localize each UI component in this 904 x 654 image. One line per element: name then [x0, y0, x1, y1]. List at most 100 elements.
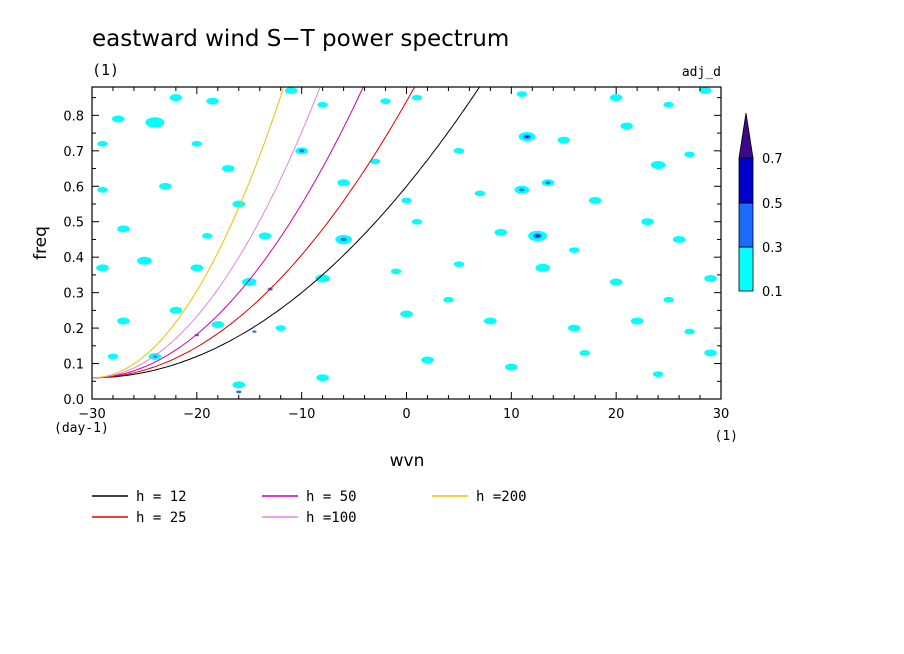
y-tick-label-2: 0.2 [63, 322, 84, 337]
heat-blob-10 [663, 101, 674, 108]
chart-subtitle-left: (1) [92, 61, 119, 79]
heat-blob-81 [236, 390, 242, 394]
heat-blob-7 [411, 94, 423, 101]
heat-blob-14 [221, 165, 235, 173]
y-axis-label: freq [31, 226, 51, 260]
heat-blob-66 [316, 374, 329, 382]
y-axis-ticks: 0.0 0.1 0.2 0.3 0.4 0.5 0.6 0.7 0.8 [63, 97, 721, 408]
curve-0 [92, 87, 481, 379]
y-tick-label-4: 0.4 [63, 251, 84, 266]
chart-subtitle-right: adj_d [682, 65, 721, 80]
heat-blob-48 [453, 261, 465, 268]
heat-blob-13 [191, 140, 203, 147]
heat-blob-20 [620, 122, 633, 130]
heat-blob-61 [630, 317, 644, 325]
heat-blob-23 [97, 186, 108, 193]
x-axis-unit: (1) [715, 429, 738, 444]
heat-blob-74 [519, 188, 525, 192]
heat-blob-3 [206, 97, 219, 105]
heat-blob-53 [117, 317, 130, 325]
heat-blob-11 [698, 87, 712, 95]
heat-blob-34 [202, 233, 213, 239]
heat-blob-31 [588, 196, 602, 204]
colorbar-seg-2 [738, 157, 754, 204]
heat-blob-32 [641, 218, 654, 226]
y-tick-label-3: 0.3 [63, 287, 84, 302]
heat-blob-2 [169, 94, 183, 102]
colorbar-label-3: 0.7 [762, 152, 783, 167]
heat-blob-22 [684, 151, 695, 158]
y-tick-label-5: 0.5 [63, 216, 84, 231]
heat-blob-19 [557, 136, 571, 144]
heat-blob-28 [474, 190, 486, 197]
heat-blob-38 [494, 228, 508, 236]
heat-blob-33 [117, 225, 130, 233]
heat-blob-47 [390, 268, 402, 275]
heat-blob-59 [484, 317, 497, 325]
colorbar-seg-0 [738, 246, 754, 292]
x-tick-label-1: −20 [183, 407, 210, 422]
heat-blob-43 [137, 256, 152, 265]
dispersion-curves [92, 87, 481, 379]
heat-blob-35 [258, 232, 272, 240]
y-tick-label-8: 0.8 [63, 109, 84, 124]
curve-3 [92, 87, 321, 379]
heat-blob-27 [401, 197, 412, 204]
x-tick-label-5: 20 [608, 407, 625, 422]
chart-title: eastward wind S−T power spectrum [92, 26, 509, 52]
heat-blob-49 [535, 263, 551, 272]
colorbar-seg-1 [738, 202, 754, 248]
heat-blob-71 [704, 349, 717, 357]
heat-blob-79 [252, 330, 257, 333]
heat-blob-83 [535, 235, 540, 237]
heat-blob-42 [96, 264, 109, 272]
heat-blob-44 [190, 264, 204, 272]
legend-label-0: h = 12 [136, 489, 187, 505]
legend-label-1: h = 25 [136, 510, 187, 526]
heat-blob-68 [505, 363, 518, 371]
heat-blob-58 [443, 296, 454, 303]
curve-4 [92, 87, 285, 379]
y-tick-label-6: 0.6 [63, 180, 84, 195]
legend-label-3: h =100 [306, 510, 357, 526]
heat-blob-45 [241, 277, 257, 287]
x-tick-label-0: −30 [78, 407, 105, 422]
heat-blob-50 [609, 278, 623, 286]
heat-blob-25 [232, 200, 246, 208]
x-tick-label-6: 30 [713, 407, 730, 422]
x-axis-ticks: −30 −20 −10 0 10 20 30 [78, 87, 729, 422]
heat-blob-26 [337, 179, 350, 187]
colorbar-label-1: 0.3 [762, 241, 783, 256]
x-tick-label-4: 10 [503, 407, 520, 422]
colorbar-label-2: 0.5 [762, 197, 783, 212]
heat-blob-70 [652, 371, 664, 378]
heat-blob-60 [567, 324, 581, 332]
heat-blob-4 [284, 87, 298, 95]
curve-2 [92, 87, 364, 379]
heat-blob-21 [650, 160, 666, 170]
y-axis-unit: (day-1) [54, 421, 109, 436]
heat-blob-46 [315, 274, 330, 283]
heat-blob-24 [159, 182, 172, 190]
legend-label-4: h =200 [476, 489, 527, 505]
x-tick-label-2: −10 [288, 407, 315, 422]
colorbar: 0.1 0.3 0.5 0.7 [738, 112, 783, 300]
heat-blob-41 [672, 235, 686, 243]
colorbar-label-0: 0.1 [762, 285, 783, 300]
heat-blob-17 [453, 147, 465, 154]
heat-blob-57 [400, 310, 413, 318]
heat-blob-69 [579, 350, 590, 356]
x-tick-label-3: 0 [402, 407, 410, 422]
heat-blob-51 [663, 296, 674, 303]
colorbar-extend-arrow [738, 112, 754, 159]
heat-blob-54 [169, 306, 183, 314]
heat-blob-52 [704, 274, 717, 282]
heat-blob-72 [299, 149, 305, 153]
y-tick-label-0: 0.0 [63, 393, 84, 408]
heat-blob-16 [369, 158, 381, 165]
y-tick-label-1: 0.1 [63, 358, 84, 373]
heat-blob-9 [609, 94, 623, 102]
curve-1 [92, 87, 416, 379]
heat-blob-1 [145, 117, 165, 128]
